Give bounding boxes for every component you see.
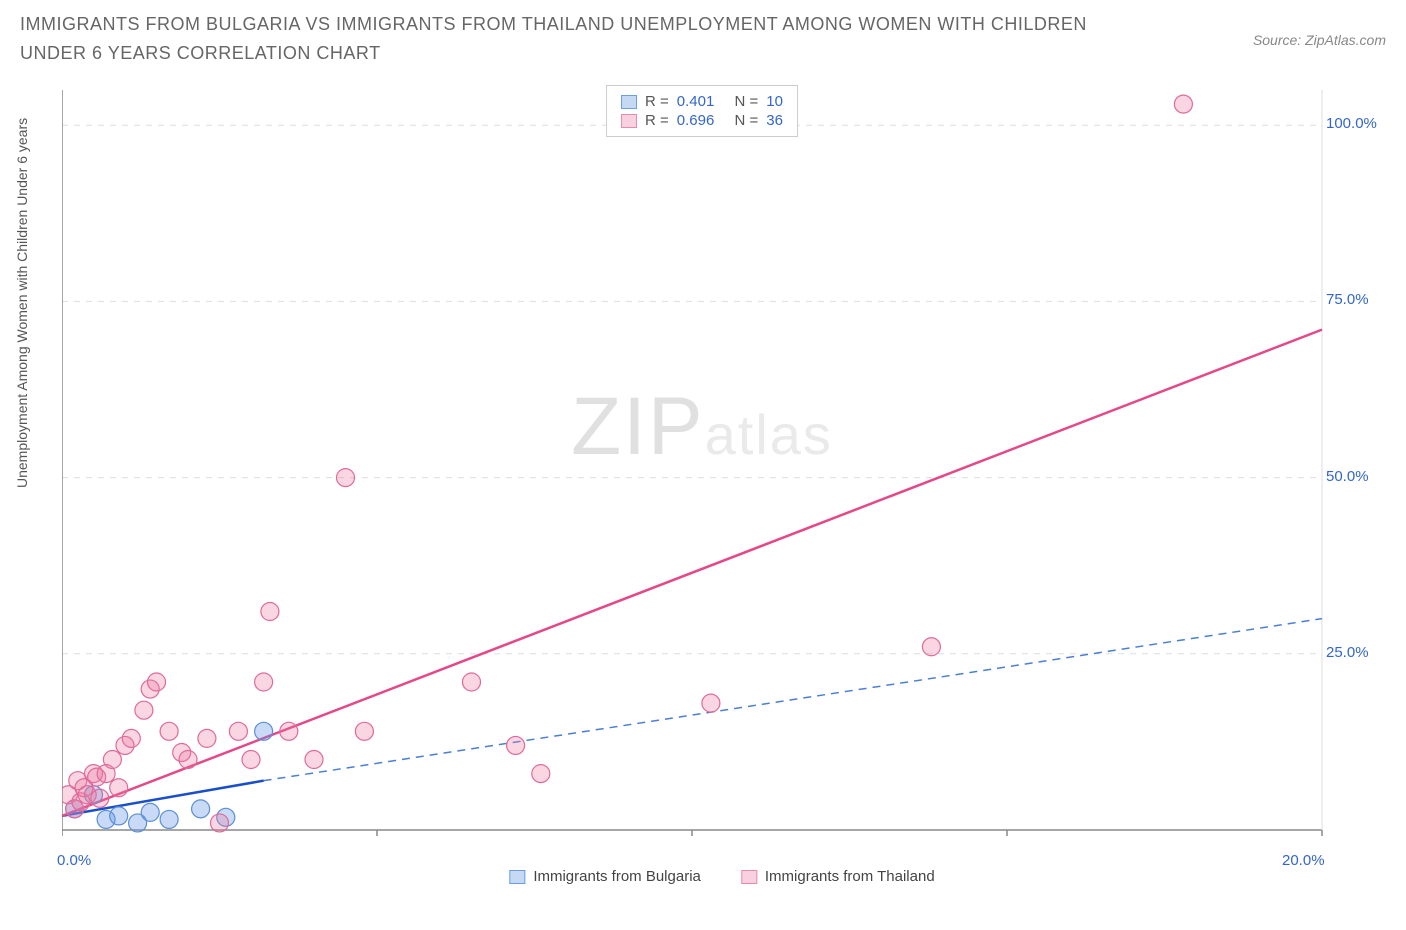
scatter-chart-svg <box>62 80 1342 850</box>
source-citation: Source: ZipAtlas.com <box>1253 32 1386 48</box>
y-tick-label: 75.0% <box>1326 291 1369 308</box>
n-value-bulgaria: 10 <box>766 93 783 110</box>
r-value-bulgaria: 0.401 <box>677 93 715 110</box>
swatch-bulgaria <box>621 95 637 109</box>
swatch-bulgaria <box>509 870 525 884</box>
n-label: N = <box>735 93 759 110</box>
chart-title: IMMIGRANTS FROM BULGARIA VS IMMIGRANTS F… <box>20 10 1120 68</box>
y-tick-label: 50.0% <box>1326 468 1369 485</box>
x-tick-label: 0.0% <box>57 852 91 869</box>
legend-label-bulgaria: Immigrants from Bulgaria <box>533 868 701 885</box>
legend-row-thailand: R = 0.696 N = 36 <box>621 111 783 130</box>
series-legend: Immigrants from Bulgaria Immigrants from… <box>509 868 934 885</box>
y-tick-label: 100.0% <box>1326 115 1377 132</box>
swatch-thailand <box>621 114 637 128</box>
plot-area: ZIPatlas R = 0.401 N = 10 R = 0.696 N = … <box>62 80 1342 850</box>
legend-item-thailand: Immigrants from Thailand <box>741 868 935 885</box>
y-tick-label: 25.0% <box>1326 644 1369 661</box>
n-label: N = <box>735 112 759 129</box>
legend-row-bulgaria: R = 0.401 N = 10 <box>621 92 783 111</box>
correlation-legend: R = 0.401 N = 10 R = 0.696 N = 36 <box>606 85 798 137</box>
legend-label-thailand: Immigrants from Thailand <box>765 868 935 885</box>
legend-item-bulgaria: Immigrants from Bulgaria <box>509 868 701 885</box>
n-value-thailand: 36 <box>766 112 783 129</box>
x-tick-label: 20.0% <box>1282 852 1325 869</box>
chart-container: Unemployment Among Women with Children U… <box>62 80 1382 880</box>
swatch-thailand <box>741 870 757 884</box>
y-axis-label: Unemployment Among Women with Children U… <box>14 118 30 488</box>
r-label: R = <box>645 112 669 129</box>
r-label: R = <box>645 93 669 110</box>
r-value-thailand: 0.696 <box>677 112 715 129</box>
